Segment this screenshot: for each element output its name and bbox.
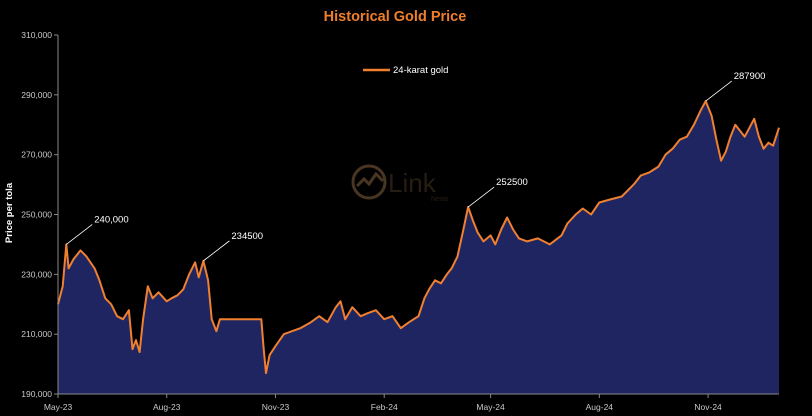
annotation-leader (203, 240, 230, 262)
y-axis-ticks: 190,000 210,000 230,000 250,000 270,000 290,0… (21, 30, 58, 399)
series-line (57, 100, 780, 375)
y-axis-label: Price per tola (4, 182, 15, 243)
x-tick-label: Feb-24 (371, 402, 398, 412)
annotation-label: 252500 (496, 177, 528, 188)
x-tick-label: Nov-23 (262, 402, 290, 412)
watermark-logo: Link News (351, 164, 449, 203)
annotation-label: 240,000 (94, 214, 128, 225)
y-tick-label: 250,000 (21, 210, 52, 220)
annotation-leader (66, 224, 93, 245)
annotations: 240,000 234500 252500 287900 (66, 71, 766, 262)
legend-label: 24-karat gold (393, 65, 448, 76)
x-tick-label: Nov-24 (694, 402, 722, 412)
series-area-fill (58, 101, 779, 394)
x-tick-label: Aug-24 (586, 402, 614, 412)
y-tick-label: 310,000 (21, 30, 52, 40)
x-tick-label: May-24 (476, 402, 505, 412)
annotation-label: 287900 (734, 71, 766, 82)
x-tick-label: Aug-23 (153, 402, 181, 412)
watermark-chart-icon (355, 171, 385, 188)
y-tick-label: 190,000 (21, 389, 52, 399)
annotation-label: 234500 (231, 231, 263, 242)
y-tick-label: 270,000 (21, 150, 52, 160)
watermark-subtext: News (431, 196, 449, 203)
chart-title: Historical Gold Price (324, 9, 467, 25)
plot-area: 190,000 210,000 230,000 250,000 270,000 290,0… (21, 30, 780, 412)
watermark-ring (351, 164, 387, 200)
annotation-leader (705, 80, 732, 102)
x-tick-label: May-23 (44, 402, 73, 412)
x-axis-ticks: May-23 Aug-23 Nov-23 Feb-24 May-24 Aug-24 Nov-… (44, 394, 722, 412)
y-tick-label: 210,000 (21, 329, 52, 339)
y-tick-label: 290,000 (21, 90, 52, 100)
legend: 24-karat gold (363, 65, 448, 76)
watermark-text: Link (388, 168, 437, 198)
y-tick-label: 230,000 (21, 269, 52, 279)
annotation-leader (467, 186, 495, 208)
